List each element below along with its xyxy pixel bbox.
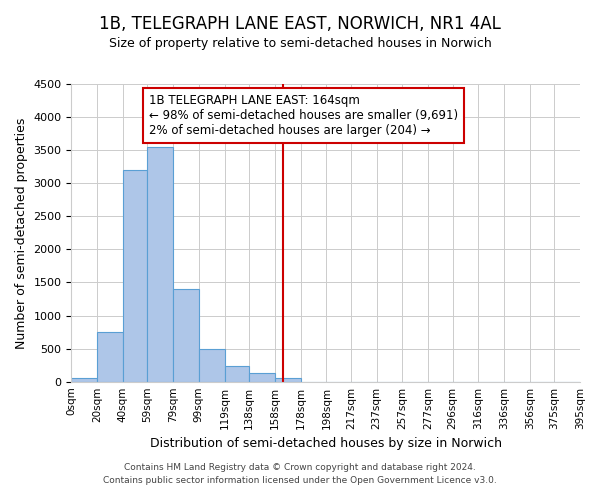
Y-axis label: Number of semi-detached properties: Number of semi-detached properties [15,117,28,348]
X-axis label: Distribution of semi-detached houses by size in Norwich: Distribution of semi-detached houses by … [150,437,502,450]
Bar [224,366,249,382]
Text: Size of property relative to semi-detached houses in Norwich: Size of property relative to semi-detach… [109,38,491,51]
Bar [275,378,301,382]
Bar [173,289,199,382]
Bar [97,332,123,382]
Text: 1B TELEGRAPH LANE EAST: 164sqm
← 98% of semi-detached houses are smaller (9,691): 1B TELEGRAPH LANE EAST: 164sqm ← 98% of … [149,94,458,137]
Bar [249,373,275,382]
Bar [148,147,173,382]
Bar [123,170,148,382]
Text: Contains HM Land Registry data © Crown copyright and database right 2024.
Contai: Contains HM Land Registry data © Crown c… [103,464,497,485]
Bar [71,378,97,382]
Text: 1B, TELEGRAPH LANE EAST, NORWICH, NR1 4AL: 1B, TELEGRAPH LANE EAST, NORWICH, NR1 4A… [99,15,501,33]
Bar [199,348,224,382]
